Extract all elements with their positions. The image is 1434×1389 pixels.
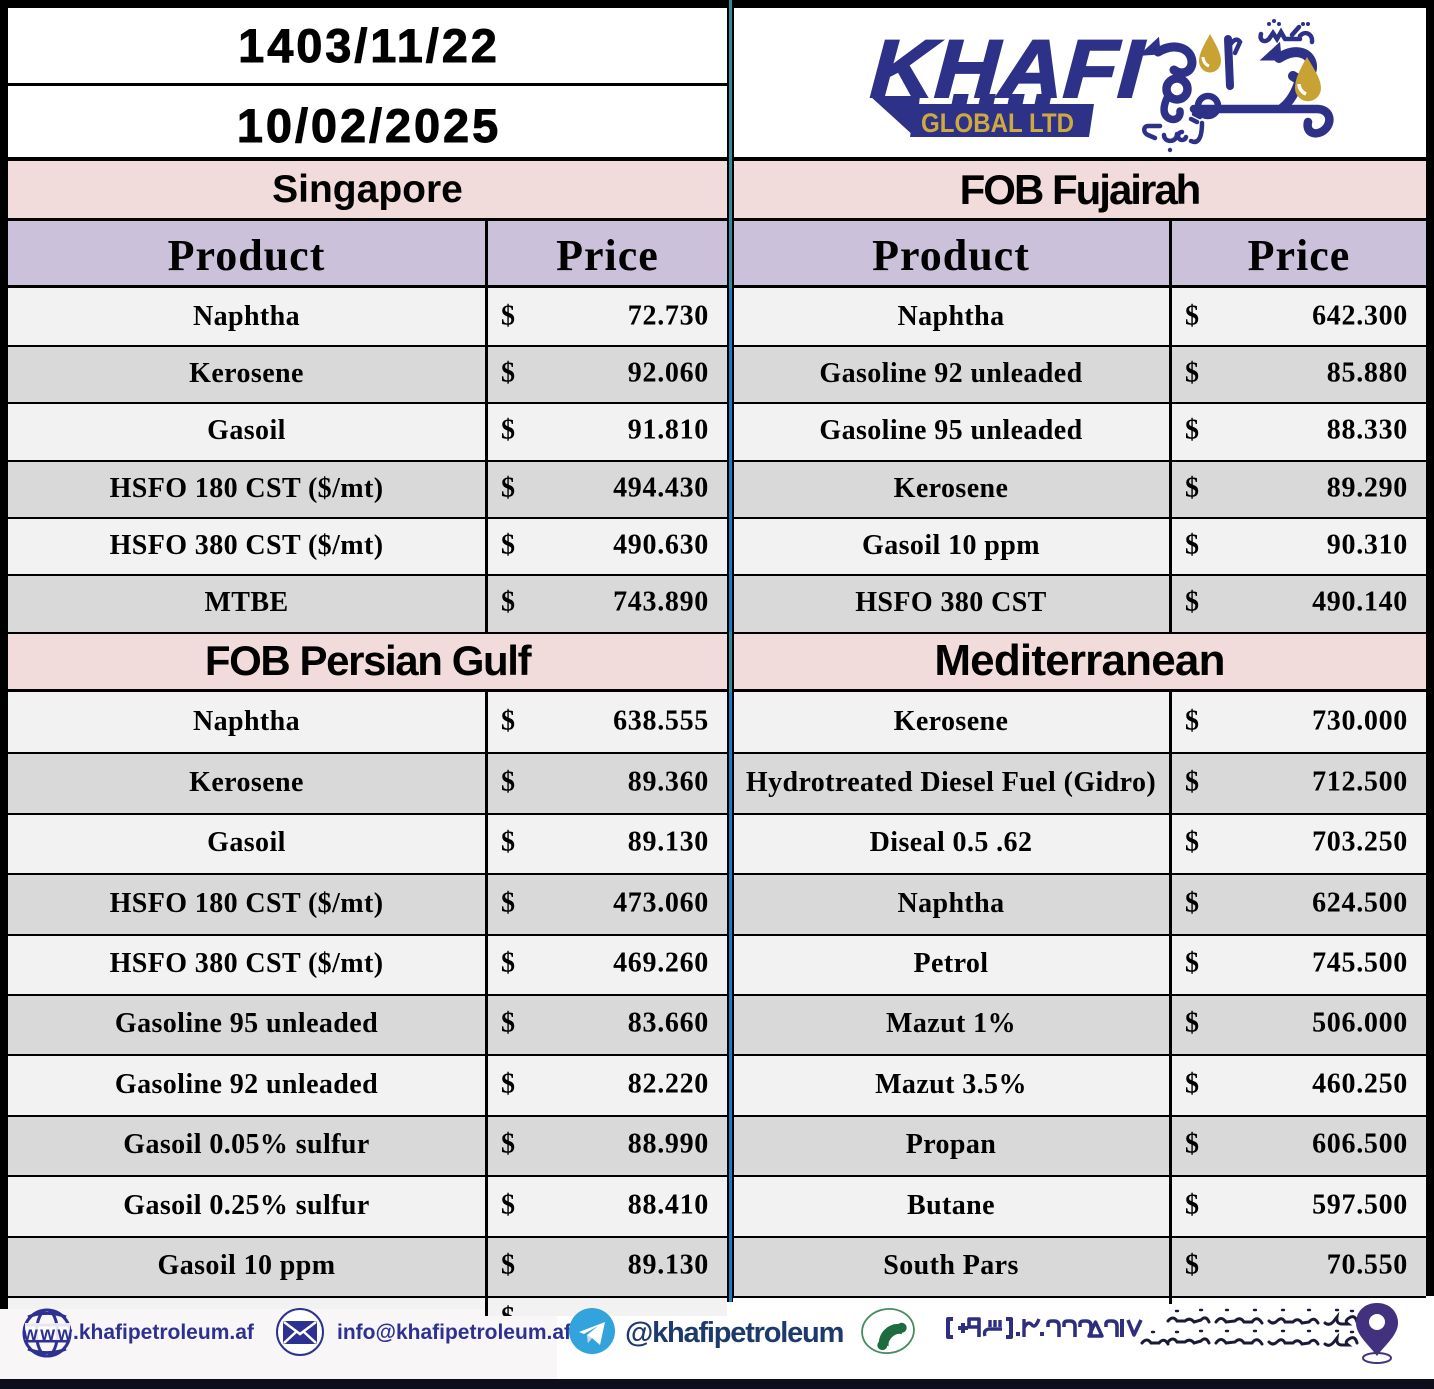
svg-text:.khafipetroleum.af: .khafipetroleum.af xyxy=(73,1321,255,1344)
svg-text:@khafipetroleum: @khafipetroleum xyxy=(625,1317,843,1349)
svg-text:info@khafipetroleum.af: info@khafipetroleum.af xyxy=(337,1321,572,1344)
svg-text:GLOBAL LTD: GLOBAL LTD xyxy=(921,108,1074,138)
svg-text:www: www xyxy=(22,1324,75,1345)
